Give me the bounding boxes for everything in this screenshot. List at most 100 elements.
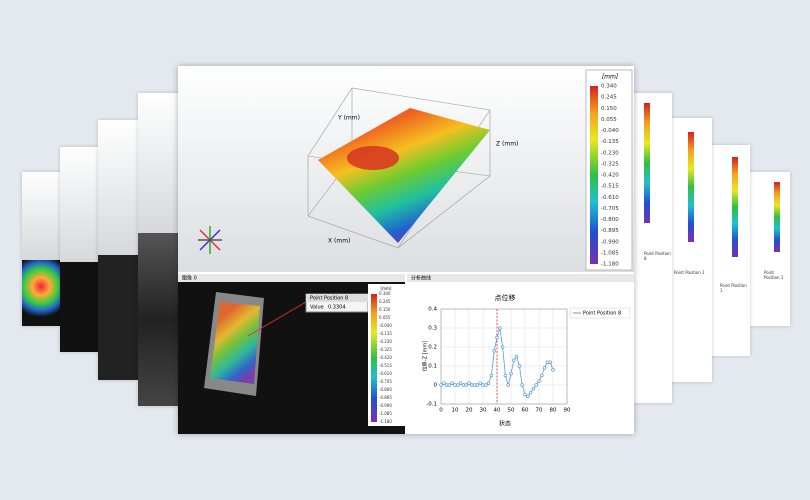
card: Point Position 1 [710,145,750,356]
point [542,366,547,370]
colorbar-label: -0.230 [379,339,392,344]
colorbar-label: -0.990 [601,239,619,245]
point [489,373,494,378]
colorbar-label: -0.420 [379,355,392,360]
colorbar-label: -0.990 [379,403,392,408]
tooltip-label: Value [310,305,324,311]
colorbar-label: -0.135 [379,331,392,336]
y-tick-label: 0.3 [428,326,437,332]
colorbar-unit: [mm] [381,286,392,291]
x-tick-label: 40 [494,408,501,414]
panel-title: 图像 0 [182,275,197,282]
card [138,93,180,406]
colorbar-label: -1.085 [601,250,619,256]
point [495,335,499,340]
card [60,147,98,352]
point [498,326,502,330]
colorbar-label: 0.055 [601,117,617,123]
point [486,381,491,385]
x-tick-label: 70 [536,408,543,414]
card: Point Position 8 [630,93,672,403]
point [540,373,544,378]
axis-label: Z (mm) [496,141,518,148]
colorbar-label: -0.040 [601,128,619,134]
plot-frame [440,308,568,405]
point [444,383,449,387]
point [458,381,463,385]
point [450,381,454,385]
point [472,383,477,387]
card: Point Position 1 [668,118,712,382]
colorbar-label: 0.245 [601,95,617,101]
y-tick-label: 0.1 [428,364,437,370]
point [439,383,443,387]
leader [247,301,307,337]
colorbar-label: 0.150 [601,106,617,112]
y-tick-label: 0.4 [428,307,437,313]
tooltip-title: Point Position 8 [310,296,348,302]
y-tick-label: 0.2 [428,345,437,351]
colorbar-label: -1.180 [379,419,392,424]
colorbar-label: -0.040 [379,323,392,328]
colorbar-label: -0.705 [379,379,392,384]
colorbar-label: -0.800 [379,387,392,392]
surface-peak [347,146,399,170]
colorbar-label: 0.150 [379,307,391,312]
colorbar-unit: [mm] [602,74,619,81]
point [492,349,496,353]
axis-label: Y (mm) [337,115,360,122]
colorbar-label: 0.245 [379,299,391,304]
colorbar-label: 0.340 [601,84,617,90]
colorbar-label: -0.515 [601,184,619,190]
chart-panel [407,274,634,434]
legend-frame [569,307,631,319]
point [548,360,552,364]
point [470,383,474,387]
colorbar-label: -0.800 [601,217,619,223]
point [461,383,466,387]
panel-title: 分析曲线 [411,275,431,282]
point [478,381,482,385]
colorbar-label: -0.610 [601,195,619,201]
point [523,392,527,397]
point [503,373,508,378]
y-tick-label: 0 [434,383,438,389]
colorbar-label: -0.325 [601,161,619,167]
overlay [210,302,260,384]
point [453,383,457,387]
surface [318,108,490,243]
x-axis-label: 状态 [499,420,511,428]
colorbar-label: -1.180 [601,262,619,268]
point [545,360,550,364]
colorbar-label: -1.085 [379,411,392,416]
colorbar-label: -0.325 [379,347,392,352]
panel-titlebar [178,274,405,282]
y-axis-label: 位移-Z [mm] [422,341,429,372]
point [526,394,530,399]
card-label: Point Position 1 [720,283,747,293]
point [464,383,468,387]
panel-titlebar [407,274,634,282]
point [475,383,480,387]
x-tick-label: 60 [522,408,529,414]
point [447,383,452,387]
point [467,381,471,385]
point [442,381,446,385]
main-window: Y (mm) X (mm) Z (mm) [mm] 0.3400.2450.15… [178,66,634,434]
colorbar-label: -0.895 [601,228,619,234]
colorbar-label: -0.230 [601,150,619,156]
x-tick-label: 10 [452,408,459,414]
y-tick-label: -0.1 [426,402,437,408]
card [98,120,138,380]
point [517,364,522,368]
card: Point Position 1 [748,172,790,326]
colorbar [371,294,377,422]
colorbar-label: -0.895 [379,395,392,400]
point [537,379,541,383]
point [481,383,485,387]
card-label: Point Position 1 [674,270,705,275]
colorbar-label: -0.420 [601,173,619,179]
card-label: Point Position 8 [644,251,671,261]
tooltip-head [306,294,368,302]
